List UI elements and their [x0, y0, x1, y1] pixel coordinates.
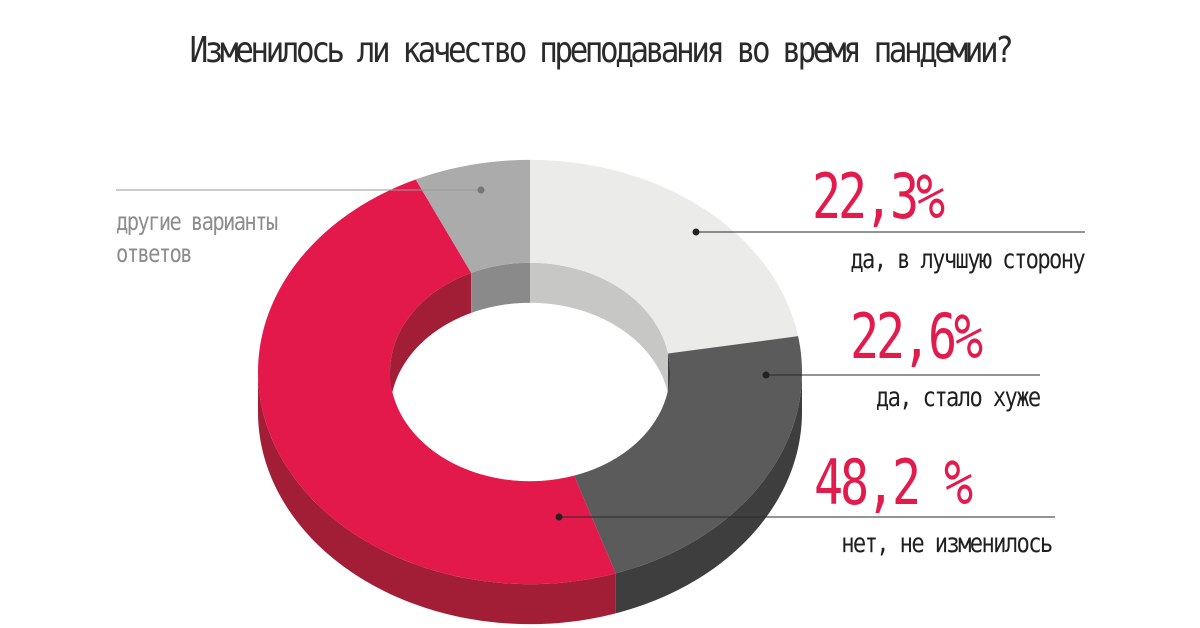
slice-inner-unchanged-1 [390, 272, 472, 412]
slice-other [415, 159, 530, 273]
donut-sides [258, 372, 802, 625]
leader-lines [116, 186, 1085, 521]
value-label-worse: 22,6% [850, 300, 983, 373]
slice-unchanged [258, 179, 616, 585]
donut-inner-walls [390, 262, 670, 412]
leader-dot-better [692, 228, 700, 236]
category-label-worse: да, стало хуже [876, 382, 1041, 413]
category-label-other: другие варианты ответов [116, 206, 278, 270]
slice-better [530, 159, 799, 354]
value-label-unchanged: 48,2 % [814, 446, 973, 519]
category-label-unchanged: нет, не изменилось [841, 528, 1054, 559]
slice-side-unchanged [258, 372, 616, 625]
slice-inner-better-0 [530, 262, 668, 394]
category-label-other-line1: другие варианты [116, 207, 278, 236]
value-label-better: 22,3% [812, 160, 945, 233]
chart-title: Изменилось ли качество преподавания во в… [189, 30, 1014, 71]
slice-inner-other-1 [471, 262, 530, 313]
leader-dot-unchanged [555, 513, 563, 521]
leader-dot-other [477, 186, 485, 194]
slice-worse [574, 336, 802, 574]
donut-slices [258, 159, 802, 585]
category-label-other-line2: ответов [116, 239, 193, 268]
category-label-better: да, в лучшую сторону [850, 244, 1085, 275]
slice-side-worse [615, 372, 802, 614]
leader-dot-worse [762, 371, 770, 379]
